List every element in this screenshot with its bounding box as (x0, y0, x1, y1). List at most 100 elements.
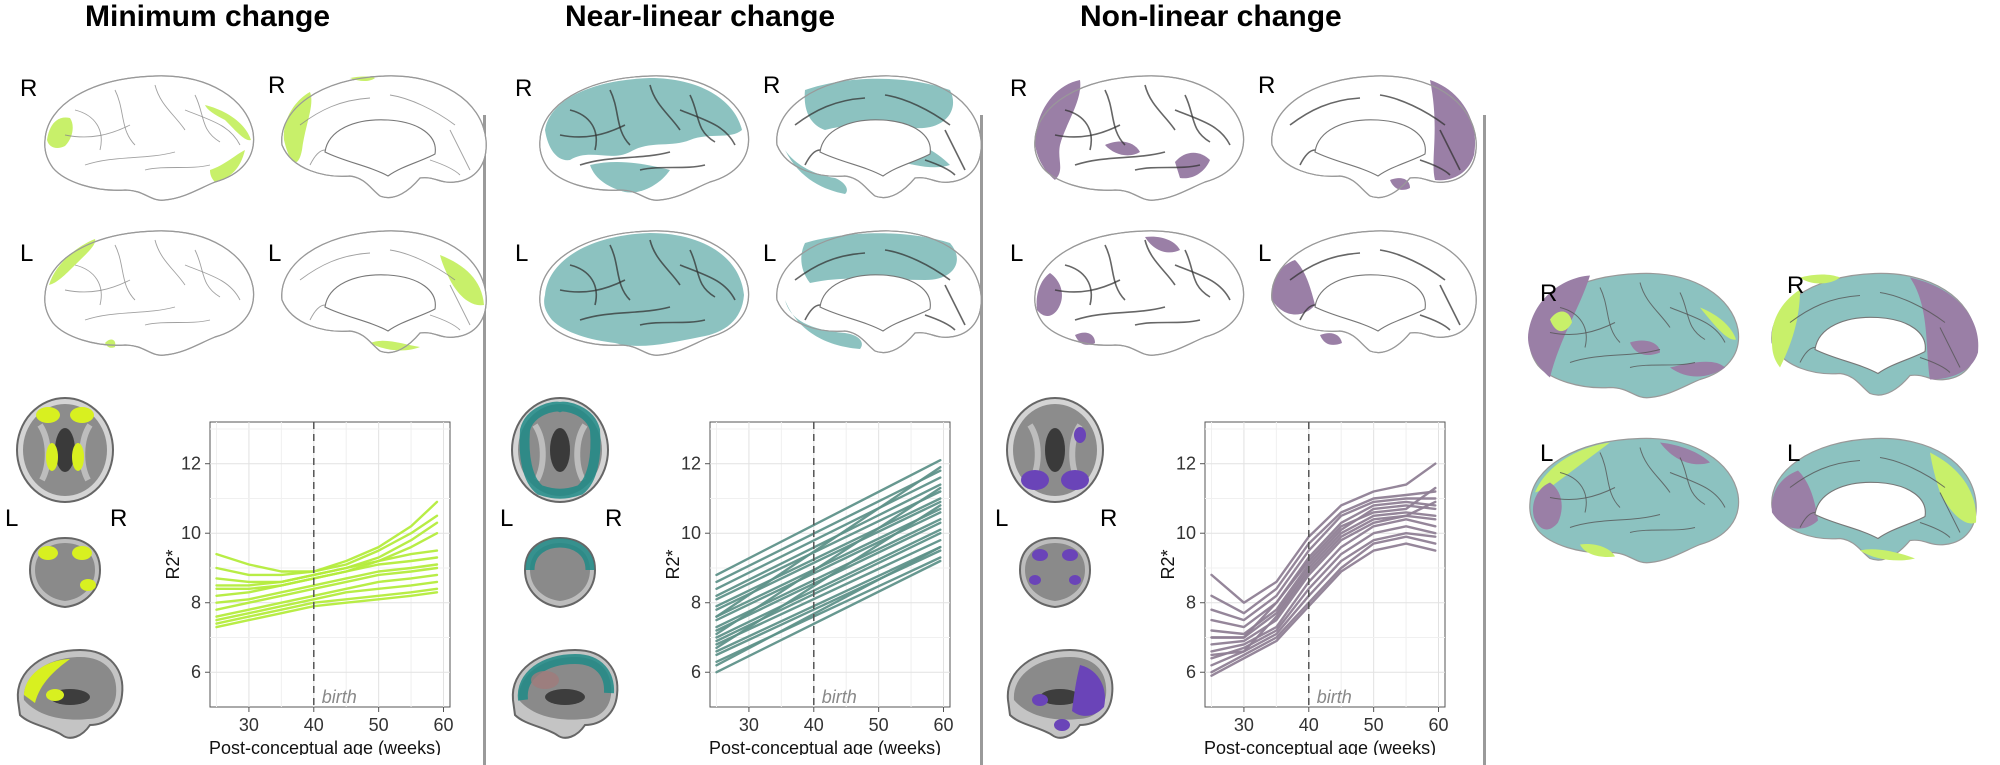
region-highlight-1-3-0 (801, 233, 957, 283)
series-line-2 (715, 476, 942, 591)
series-line-3 (1210, 500, 1437, 629)
summary-hemisphere-label-3: L (1787, 440, 1801, 467)
hemisphere-label-1-3: L (763, 240, 777, 267)
series-line-4 (715, 490, 942, 601)
series-line-18 (715, 559, 942, 674)
mri-sagittal-0 (16, 648, 124, 739)
summary-region-1-2 (1800, 274, 1840, 284)
summary-region-1-0 (1910, 277, 1979, 380)
y-tick-label: 12 (681, 454, 701, 474)
region-highlight-2-3-1 (1320, 333, 1342, 345)
panel-title-non-linear: Non-linear change (1080, 0, 1342, 33)
series-line-14 (715, 545, 942, 653)
brain-surface-0-0 (44, 75, 255, 201)
series-line-0 (715, 459, 942, 577)
hemisphere-label-2-2: L (1010, 240, 1024, 267)
brain-surface-2-2 (1034, 230, 1245, 356)
series-line-7 (1210, 518, 1437, 653)
series-line-9 (1210, 531, 1437, 667)
y-tick-label: 10 (681, 523, 701, 543)
summary-region-2-2 (1660, 442, 1710, 465)
x-tick-label: 30 (1234, 715, 1254, 735)
panel-title-near-linear: Near-linear change (565, 0, 836, 33)
summary-brain-surface-0 (1528, 272, 1740, 399)
summary-region-0-3 (1700, 307, 1736, 340)
x-tick-label: 40 (304, 715, 324, 735)
y-axis-label: R2* (1160, 549, 1178, 579)
brain-surface-1-0 (539, 75, 750, 201)
x-tick-label: 60 (933, 715, 953, 735)
region-highlight-1-0-0 (545, 78, 742, 161)
series-line-7 (215, 566, 439, 611)
region-highlight-1-1-2 (785, 150, 847, 194)
brain-surface-1-3 (776, 230, 982, 354)
summary-region-3-1 (1771, 470, 1818, 529)
region-highlight-0-1-0 (283, 92, 312, 163)
summary-region-2-1 (1532, 482, 1562, 530)
summary-region-1-1 (1771, 289, 1800, 368)
y-tick-label: 12 (1176, 454, 1196, 474)
brain-surface-2-0 (1034, 75, 1245, 201)
x-tick-label: 60 (1428, 715, 1448, 735)
series-line-1 (1210, 490, 1437, 615)
x-axis-label: Post-conceptual age (weeks) (709, 738, 941, 755)
hemisphere-label-2-1: R (1258, 72, 1276, 99)
mri-label-right-2: R (1100, 505, 1118, 532)
x-tick-label: 30 (239, 715, 259, 735)
summary-region-3-2 (1860, 549, 1915, 561)
series-line-1 (215, 514, 439, 577)
region-highlight-1-1-0 (804, 78, 954, 130)
hemisphere-label-0-3: L (268, 240, 282, 267)
series-line-11 (1210, 542, 1437, 677)
y-tick-label: 8 (1186, 593, 1196, 613)
series-line-10 (1210, 535, 1437, 674)
summary-region-0-1 (1550, 311, 1572, 332)
y-tick-label: 6 (191, 662, 201, 682)
summary-hemisphere-label-0: R (1540, 280, 1558, 307)
region-highlight-2-0-0 (1035, 80, 1081, 180)
hemisphere-label-0-2: L (20, 240, 34, 267)
region-highlight-0-2-0 (49, 239, 96, 285)
hemisphere-label-0-1: R (268, 72, 286, 99)
hemisphere-label-1-2: L (515, 240, 529, 267)
birth-label: birth (322, 687, 357, 707)
mri-axial-1 (511, 397, 609, 503)
summary-brain-surface-2 (1529, 437, 1740, 564)
x-tick-label: 30 (739, 715, 759, 735)
mri-sagittal-1 (511, 648, 619, 739)
series-line-12 (1210, 486, 1437, 639)
series-line-20 (715, 486, 942, 636)
y-tick-label: 10 (1176, 523, 1196, 543)
series-line-17 (715, 545, 942, 667)
mri-label-left-2: L (995, 505, 1009, 532)
summary-hemisphere-label-1: R (1787, 272, 1805, 299)
y-tick-label: 8 (191, 593, 201, 613)
region-highlight-1-3-1 (785, 300, 862, 349)
mri-coronal-2 (1018, 536, 1092, 609)
region-highlight-2-0-1 (1105, 141, 1140, 156)
brain-surface-1-1 (776, 75, 982, 199)
x-tick-label: 50 (869, 715, 889, 735)
region-highlight-2-2-0 (1036, 273, 1062, 317)
series-line-2 (1210, 497, 1437, 622)
summary-brain-surface-1 (1771, 272, 1979, 396)
hemisphere-label-1-0: R (515, 75, 533, 102)
birth-label: birth (822, 687, 857, 707)
y-axis-label: R2* (665, 549, 683, 579)
series-line-7 (715, 507, 942, 618)
series-line-1 (715, 469, 942, 584)
series-line-13 (715, 538, 942, 646)
mri-coronal-1 (523, 536, 597, 609)
x-axis-label: Post-conceptual age (weeks) (1204, 738, 1436, 755)
summary-brain-surface-3 (1771, 437, 1977, 561)
hemisphere-label-2-0: R (1010, 75, 1028, 102)
mri-label-left-1: L (500, 505, 514, 532)
summary-region-2-0 (1535, 442, 1610, 493)
series-line-19 (715, 465, 942, 618)
series-line-0 (215, 500, 439, 573)
x-tick-label: 60 (433, 715, 453, 735)
x-tick-label: 50 (369, 715, 389, 735)
series-line-8 (215, 573, 439, 618)
y-tick-label: 12 (181, 454, 201, 474)
brain-surface-0-1 (281, 75, 487, 199)
